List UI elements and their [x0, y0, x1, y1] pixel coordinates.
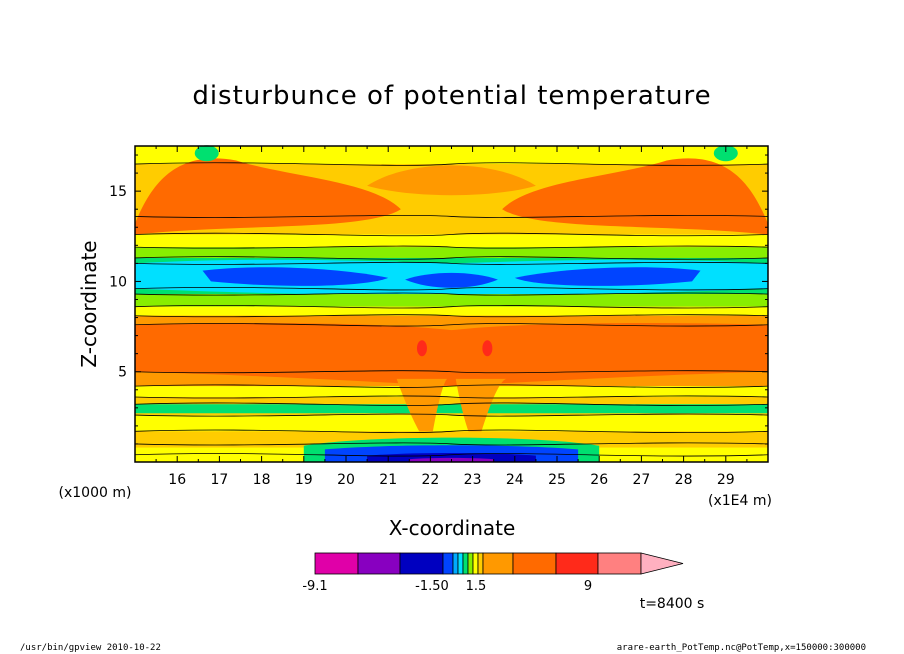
contour-line	[134, 214, 769, 218]
x-tick-label: 27	[632, 472, 650, 488]
x-tick-label: 28	[675, 472, 693, 488]
contour-line	[134, 232, 769, 237]
colorbar-segment	[482, 552, 514, 575]
colorbar-segment	[477, 552, 484, 575]
upper-orange-lobe-left	[135, 158, 401, 235]
blue-core-left	[202, 267, 389, 286]
contour-line	[134, 256, 769, 260]
contour-line	[134, 370, 769, 374]
x-tick-label: 18	[253, 472, 271, 488]
colorbar-segment	[467, 552, 474, 575]
red-spot-left	[416, 340, 427, 357]
footer-left: /usr/bin/gpview 2010-10-22	[20, 643, 161, 653]
x-tick-label: 19	[295, 472, 313, 488]
x-tick-label: 29	[717, 472, 735, 488]
band-green-lower	[135, 404, 768, 414]
contour-line	[134, 314, 769, 318]
colorbar-arrow	[640, 552, 684, 575]
y-tick-label: 15	[109, 184, 127, 200]
contour-line	[134, 402, 769, 406]
band-lightgreen-lower	[135, 294, 768, 307]
colorbar-label-neg: -1.50	[415, 579, 449, 594]
y-axis-label: Z-coordinate	[77, 240, 101, 367]
colorbar-segment	[462, 552, 469, 575]
colorbar-segment	[399, 552, 444, 575]
x-ticks: 16 17 18 19 20 21 22 23 24 25 26 27 28 29	[155, 146, 748, 488]
contour-line	[134, 384, 769, 388]
contour-line	[134, 429, 769, 434]
colorbar	[314, 552, 684, 575]
contour-line	[134, 305, 769, 309]
x-tick-label: 25	[548, 472, 566, 488]
x-unit-label: (x1E4 m)	[708, 493, 772, 509]
x-tick-label: 16	[168, 472, 186, 488]
colorbar-label-max: 9	[584, 579, 592, 594]
time-label: t=8400 s	[640, 596, 705, 612]
footer-right: arare-earth_PotTemp.nc@PotTemp,x=150000:…	[617, 643, 866, 653]
y-ticks: 5 10 15	[109, 154, 768, 445]
y-tick-label: 5	[118, 365, 127, 381]
band-orange-core	[135, 322, 768, 387]
contour-line	[134, 442, 769, 446]
colorbar-segment	[597, 552, 642, 575]
red-spot-right	[482, 340, 493, 357]
plot-area: 16 17 18 19 20 21 22 23 24 25 26 27 28 29 5 10 15	[109, 145, 769, 488]
x-tick-label: 17	[210, 472, 228, 488]
contour-line	[134, 323, 769, 327]
y-tick-label: 10	[109, 274, 127, 290]
contour-line	[134, 261, 769, 265]
contour-line	[134, 286, 769, 291]
contour-line	[134, 162, 769, 166]
y-unit-label: (x1000 m)	[59, 485, 132, 501]
colorbar-label-min: -9.1	[302, 579, 327, 594]
upper-orange-center	[367, 165, 536, 196]
contour-line	[134, 292, 769, 296]
x-tick-label: 24	[506, 472, 524, 488]
blue-core-right	[514, 267, 701, 286]
colorbar-segment	[512, 552, 557, 575]
x-axis-label: X-coordinate	[389, 516, 516, 540]
contour-line	[134, 453, 769, 457]
colorbar-label-pos: 1.5	[466, 579, 487, 594]
colorbar-segment	[457, 552, 464, 575]
contour-line	[134, 245, 769, 249]
x-tick-label: 20	[337, 472, 355, 488]
colorbar-segment	[357, 552, 401, 575]
contour-line	[134, 413, 769, 417]
x-tick-label: 21	[379, 472, 397, 488]
x-tick-label: 22	[421, 472, 439, 488]
x-tick-label: 26	[590, 472, 608, 488]
band-top-yellow	[135, 146, 768, 165]
colorbar-segment	[452, 552, 459, 575]
colorbar-segment	[442, 552, 454, 575]
colorbar-segment	[472, 552, 479, 575]
top-green-spot-left	[194, 145, 219, 162]
contour-line	[134, 395, 769, 399]
chart-title: disturbunce of potential temperature	[192, 81, 711, 111]
colorbar-segment	[314, 552, 359, 575]
colorbar-segment	[555, 552, 599, 575]
top-green-spot-right	[713, 145, 738, 162]
band-lightgreen-upper	[135, 247, 768, 258]
x-tick-label: 23	[464, 472, 482, 488]
band-yellow-mid	[135, 306, 768, 316]
blue-core-center	[405, 272, 498, 288]
band-yellow-upper	[135, 234, 768, 248]
contour-lines	[134, 162, 769, 457]
